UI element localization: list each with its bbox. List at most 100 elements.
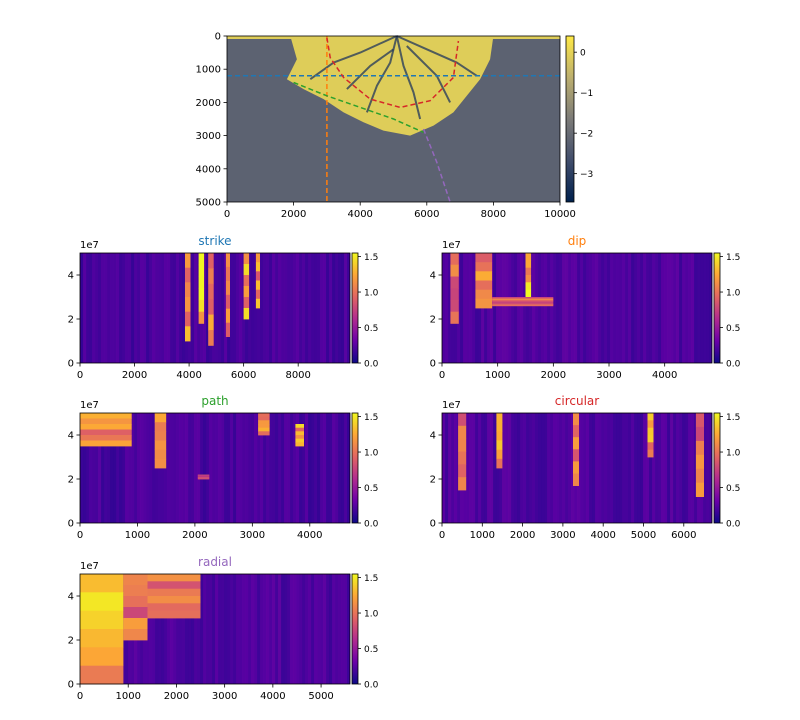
dip-x-tick-label: 4000 <box>652 370 677 381</box>
strike-bright-band <box>198 264 205 277</box>
map-channel <box>309 35 398 81</box>
path-bright-band <box>197 476 210 478</box>
circular-texture-column <box>676 413 680 523</box>
path-texture-column <box>323 413 327 523</box>
strike-texture-column <box>191 253 195 363</box>
circular-bright-band <box>573 437 579 450</box>
radial-bright-band <box>123 596 148 608</box>
path-bright-band <box>295 442 304 447</box>
strike-bright-band <box>255 271 260 281</box>
radial-texture-column <box>287 574 291 684</box>
path-texture-column <box>119 413 123 523</box>
path-y-tick-label: 2 <box>68 475 74 486</box>
dip-texture-column <box>547 253 551 363</box>
strike-bright-band <box>198 311 205 324</box>
dip-bright-band <box>475 280 493 291</box>
dip-texture-column <box>640 253 644 363</box>
strike-texture-column <box>320 253 324 363</box>
strike-texture-column <box>158 253 162 363</box>
dip-texture-column <box>703 253 707 363</box>
strike-texture-column <box>347 253 351 363</box>
strike-texture-column <box>155 253 159 363</box>
strike-texture-column <box>269 253 273 363</box>
dip-texture-column <box>658 253 662 363</box>
circular-texture-column <box>562 413 566 523</box>
path-texture-column <box>89 413 93 523</box>
dip-texture-column <box>601 253 605 363</box>
radial-y-tick-label: 4 <box>68 592 74 603</box>
map-colorbar-tick-label: 0 <box>580 49 586 59</box>
radial-texture-column <box>290 574 294 684</box>
radial-texture-column <box>173 574 177 684</box>
map-line-radial <box>422 128 451 203</box>
circular-texture-column <box>484 413 488 523</box>
circular-x-tick-label: 3000 <box>550 530 575 541</box>
path-bright-band <box>197 477 210 479</box>
circular-bright-band <box>647 449 654 458</box>
strike-bright-band <box>243 297 250 309</box>
dip-texture-column <box>697 253 701 363</box>
radial-texture-column <box>299 574 303 684</box>
path-texture-column <box>209 413 213 523</box>
path-bright-band <box>80 418 132 425</box>
path-texture-column <box>101 413 105 523</box>
circular-texture-column <box>703 413 707 523</box>
strike-texture-column <box>314 253 318 363</box>
path-texture-column <box>275 413 279 523</box>
circular-texture-column <box>601 413 605 523</box>
radial-bright-band <box>147 574 201 582</box>
dip-texture-column <box>463 253 467 363</box>
path-texture-column <box>131 413 135 523</box>
path-colorbar <box>351 412 359 524</box>
path-texture-column <box>107 413 111 523</box>
strike-colorbar-tick-label: 1.5 <box>364 253 378 263</box>
circular-bright-band <box>695 426 704 442</box>
circular-texture-column <box>595 413 599 523</box>
dip-texture-column <box>502 253 506 363</box>
path-texture-column <box>170 413 174 523</box>
circular-bright-band <box>573 461 579 474</box>
radial-texture-column <box>338 574 342 684</box>
radial-texture-column <box>221 574 225 684</box>
strike-texture-column <box>266 253 270 363</box>
circular-texture-column <box>709 413 713 523</box>
circular-texture-column <box>580 413 584 523</box>
dip-x-tick-label: 0 <box>439 370 445 381</box>
path-x-tick-label: 1000 <box>125 530 150 541</box>
dip-texture-column <box>571 253 575 363</box>
radial-texture-column <box>335 574 339 684</box>
strike-bright-band <box>208 253 214 269</box>
path-texture-column <box>308 413 312 523</box>
dip-texture-column <box>532 253 536 363</box>
path-texture-column <box>281 413 285 523</box>
circular-texture-column <box>493 413 497 523</box>
radial-axes-frame <box>79 573 351 685</box>
circular-bright-band <box>496 440 503 451</box>
dip-colorbar-tick-label: 0.5 <box>726 324 740 334</box>
radial-texture-column <box>266 574 270 684</box>
strike-bright-band <box>185 326 191 342</box>
circular-texture-column <box>472 413 476 523</box>
radial-texture-column <box>158 574 162 684</box>
dip-texture-column <box>586 253 590 363</box>
dip-texture-column <box>553 253 557 363</box>
path-bright-band <box>295 431 304 436</box>
circular-texture-column <box>454 413 458 523</box>
circular-texture-column <box>505 413 509 523</box>
strike-bright-band <box>255 262 260 272</box>
strike-texture-column <box>239 253 243 363</box>
radial-texture-column <box>323 574 327 684</box>
circular-texture-column <box>442 413 446 523</box>
strike-bright-band <box>225 308 230 323</box>
radial-bright-band <box>123 574 148 586</box>
circular-bright-band <box>458 477 467 491</box>
map-y-tick-label: 5000 <box>196 198 221 209</box>
strike-bright-band <box>185 297 191 313</box>
strike-colorbar <box>351 252 359 364</box>
radial-texture-column <box>209 574 213 684</box>
strike-y-tick-label: 4 <box>68 271 74 282</box>
radial-texture-column <box>230 574 234 684</box>
radial-texture-column <box>254 574 258 684</box>
circular-bright-band <box>496 413 503 423</box>
radial-texture-column <box>326 574 330 684</box>
